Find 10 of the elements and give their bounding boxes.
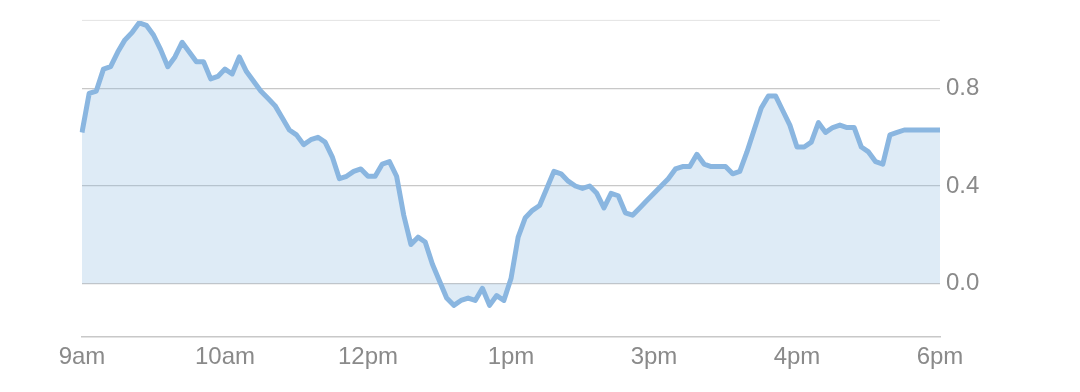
y-tick-label: 0.0 (946, 268, 980, 296)
x-tick-label: 12pm (337, 342, 399, 370)
x-tick-label: 10am (194, 342, 256, 370)
x-tick-label: 1pm (487, 342, 535, 370)
x-tick-label: 4pm (773, 342, 821, 370)
x-tick-label: 9am (58, 342, 106, 370)
y-tick-label: 0.4 (946, 170, 980, 198)
y-tick-label: 0.8 (946, 73, 980, 101)
x-tick-label: 3pm (630, 342, 678, 370)
x-tick-label: 6pm (916, 342, 964, 370)
